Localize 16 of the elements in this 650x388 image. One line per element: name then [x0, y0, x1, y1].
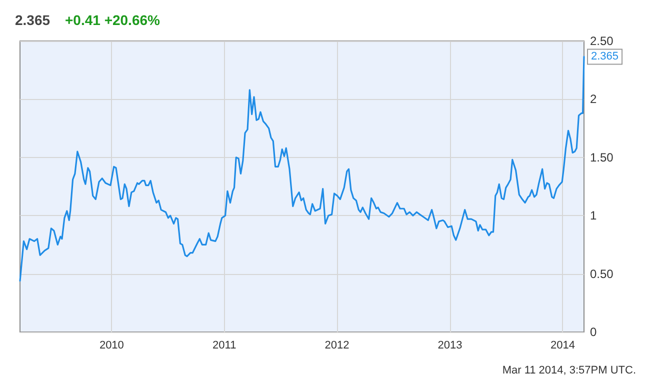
text: Mar 11 2014, 3:57PM UTC.	[502, 364, 636, 376]
x-tick-label: 2014	[550, 340, 575, 352]
y-tick-label: 2	[590, 92, 597, 106]
line-series	[19, 56, 585, 282]
x-tick-label: 2012	[324, 340, 350, 352]
y-tick-label: 1	[590, 208, 597, 223]
x-tick-label: 2011	[212, 340, 236, 352]
annotation: 2.365	[591, 50, 619, 63]
chart-title: 2.365	[15, 12, 50, 28]
chart-subtitle: +0.41 +20.66%	[65, 12, 161, 28]
y-tick-label: 0	[590, 325, 597, 339]
y-tick-label: 2.50	[590, 34, 614, 48]
x-tick-label: 2010	[99, 340, 124, 352]
x-tick-label: 2013	[438, 340, 462, 352]
y-tick-label: 1.50	[590, 150, 614, 164]
y-tick-label: 0.50	[590, 266, 614, 281]
